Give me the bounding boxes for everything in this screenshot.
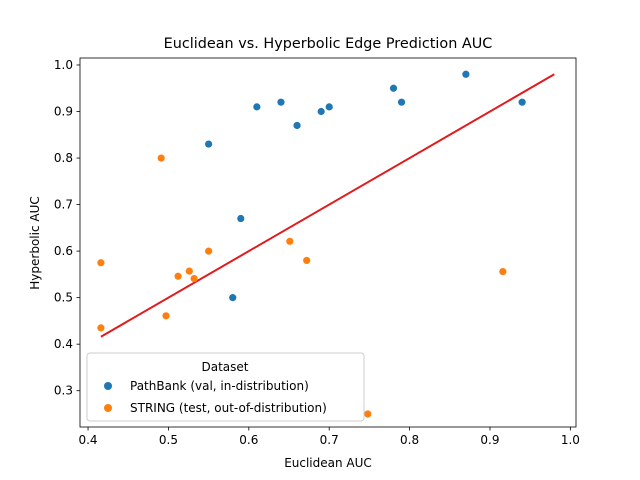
- legend-marker-pathbank: [104, 382, 112, 390]
- fit-line: [100, 73, 555, 338]
- data-point-0-2: [237, 214, 245, 223]
- y-tick-label-5: 0.8: [54, 151, 73, 165]
- y-axis: 0.3 0.4 0.5 0.6 0.7 0.8 0.9 1.0: [54, 58, 80, 398]
- data-point-1-10: [364, 410, 372, 418]
- y-tick-label-6: 0.9: [54, 105, 73, 119]
- data-point-0-8: [389, 84, 398, 92]
- data-point-0-1: [229, 294, 237, 302]
- legend-marker-string: [104, 404, 112, 412]
- data-point-0-3: [253, 103, 261, 111]
- data-point-1-9: [303, 256, 311, 265]
- x-tick-label-2: 0.6: [239, 433, 258, 447]
- data-point-1-6: [190, 274, 198, 283]
- legend-label-string: STRING (test, out-of-distribution): [130, 401, 327, 415]
- y-tick-label-2: 0.5: [54, 291, 73, 305]
- data-point-0-6: [317, 107, 325, 116]
- y-tick-label-3: 0.6: [54, 244, 73, 258]
- y-tick-label-1: 0.4: [54, 337, 73, 351]
- data-point-0-5: [293, 121, 301, 130]
- axes-frame: [79, 57, 577, 428]
- data-point-1-3: [162, 312, 170, 320]
- legend: Dataset PathBank (val, in-distribution) …: [86, 352, 365, 422]
- data-point-1-7: [205, 247, 213, 255]
- x-axis: 0.4 0.5 0.6 0.7 0.8 0.9 1.0: [78, 427, 580, 447]
- legend-title: Dataset: [202, 360, 249, 374]
- x-tick-label-4: 0.8: [400, 433, 419, 447]
- plot-area: [79, 57, 577, 428]
- y-tick-label-7: 1.0: [54, 58, 73, 72]
- y-tick-label-4: 0.7: [54, 198, 73, 212]
- data-point-0-11: [518, 98, 526, 106]
- data-point-0-7: [325, 103, 333, 111]
- x-tick-label-1: 0.5: [159, 433, 178, 447]
- legend-box: [86, 352, 365, 422]
- x-tick-label-0: 0.4: [78, 433, 97, 447]
- data-point-0-0: [205, 140, 213, 148]
- data-point-0-10: [462, 70, 470, 78]
- chart-title: Euclidean vs. Hyperbolic Edge Prediction…: [164, 36, 493, 52]
- data-point-0-9: [397, 98, 406, 106]
- data-point-1-4: [174, 272, 182, 280]
- data-point-0-4: [277, 98, 285, 106]
- data-point-1-1: [97, 324, 105, 332]
- data-point-1-2: [157, 154, 165, 162]
- x-tick-label-6: 1.0: [561, 433, 580, 447]
- data-point-1-0: [97, 259, 105, 267]
- y-tick-label-0: 0.3: [54, 384, 73, 398]
- data-point-1-11: [499, 267, 507, 276]
- x-tick-label-3: 0.7: [320, 433, 339, 447]
- data-point-1-5: [185, 267, 193, 275]
- data-point-1-8: [286, 237, 294, 245]
- legend-label-pathbank: PathBank (val, in-distribution): [130, 379, 309, 393]
- y-axis-label: Hyperbolic AUC: [28, 196, 42, 289]
- x-tick-label-5: 0.9: [480, 433, 499, 447]
- x-axis-label: Euclidean AUC: [284, 456, 372, 470]
